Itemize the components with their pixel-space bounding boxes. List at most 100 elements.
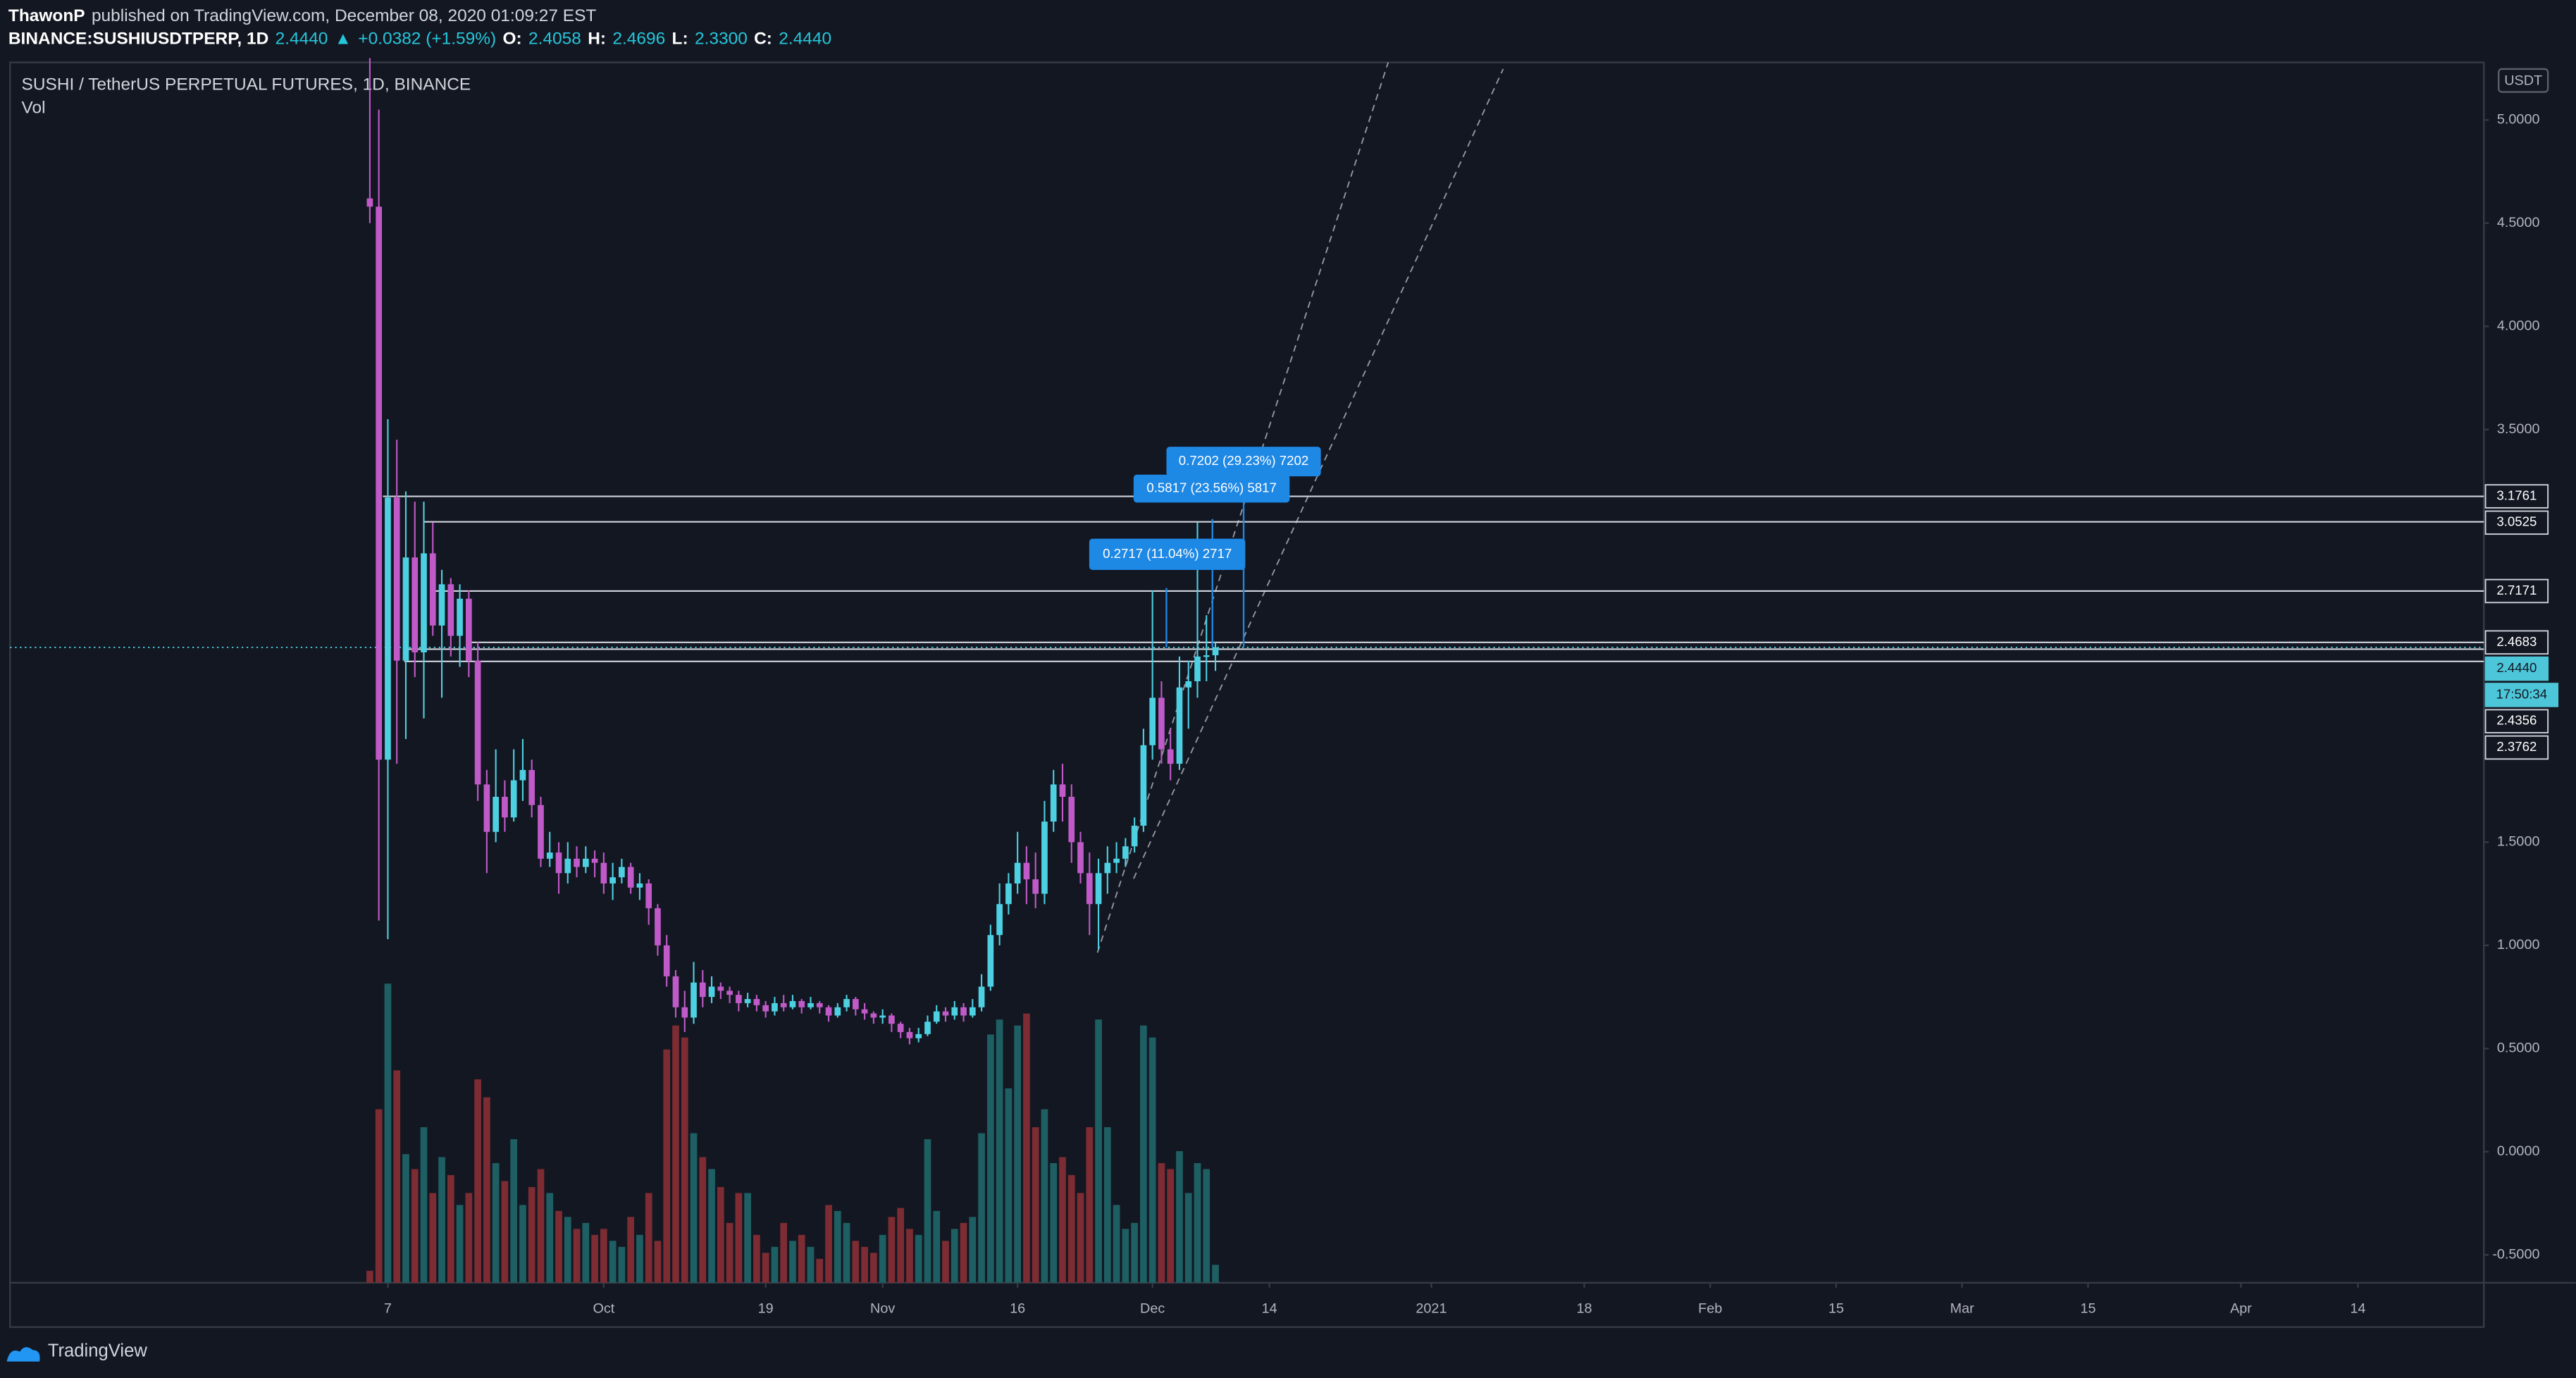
price-label: 2.4440 [2496, 660, 2537, 675]
chart-title: SUSHI / TetherUS PERPETUAL FUTURES, 1D, … [22, 75, 471, 94]
volume-bar [1148, 1037, 1156, 1283]
volume-bar [393, 1070, 401, 1283]
logo-shape [6, 1347, 40, 1362]
x-tick-label: Nov [870, 1301, 895, 1316]
candle-body [447, 584, 454, 636]
volume-bar [600, 1229, 607, 1283]
candle-body [1212, 647, 1219, 656]
price-label: 2.4683 [2496, 634, 2537, 649]
x-tick-label: 2021 [1416, 1301, 1447, 1316]
volume-bar [447, 1174, 454, 1283]
channel-line [1133, 68, 1504, 879]
volume-bar [950, 1229, 958, 1283]
x-tick-label: 16 [1010, 1301, 1025, 1316]
price-label: 3.0525 [2496, 514, 2537, 529]
candle-body [1194, 656, 1201, 681]
price-label: 2.4356 [2496, 713, 2537, 728]
volume-bar [501, 1181, 509, 1283]
candle-body [772, 1003, 778, 1012]
volume-bar [609, 1241, 617, 1283]
candle-body [591, 858, 598, 863]
volume-label: Vol [22, 98, 46, 117]
volume-bar [1194, 1162, 1201, 1283]
volume-bar [690, 1133, 698, 1283]
x-tick-label: Mar [1950, 1301, 1975, 1316]
ohlc-key: L: [672, 29, 688, 48]
candle-body [736, 995, 742, 1003]
volume-bar [627, 1217, 635, 1283]
x-tick-label: 18 [1576, 1301, 1592, 1316]
candle-body [429, 553, 436, 626]
candle-body [807, 1003, 814, 1007]
volume-bar [375, 1109, 383, 1283]
candle-body [636, 883, 643, 888]
volume-bar [834, 1210, 841, 1283]
candle-body [951, 1007, 958, 1016]
price-label: 2.7171 [2496, 583, 2537, 597]
candle-body [1041, 821, 1048, 894]
candle-body [546, 852, 553, 859]
candle-body [1095, 873, 1102, 905]
volume-bar [510, 1138, 518, 1283]
candle-body [852, 999, 859, 1010]
volume-bar [663, 1049, 671, 1283]
candle-body [861, 1009, 868, 1014]
candle-body [493, 797, 499, 832]
volume-bar [708, 1169, 715, 1283]
volume-bar [1095, 1019, 1102, 1283]
volume-bar [438, 1157, 445, 1283]
candle-body [825, 1007, 832, 1016]
y-tick-label: 4.5000 [2497, 215, 2540, 230]
volume-bar [852, 1241, 860, 1283]
candle-body [582, 858, 589, 867]
volume-bar [573, 1229, 581, 1283]
volume-bar [717, 1186, 724, 1283]
x-tick-label: 14 [1262, 1301, 1277, 1316]
brand: TradingView [48, 1341, 148, 1360]
candle-body [960, 1007, 967, 1016]
candle-body [798, 1000, 805, 1007]
candle-body [762, 1005, 769, 1012]
volume-bar [1014, 1025, 1022, 1283]
volume-bar [1140, 1025, 1147, 1283]
volume-bar [816, 1258, 824, 1283]
candle-body [1176, 687, 1183, 764]
candle-body [574, 858, 580, 867]
candle-body [843, 999, 850, 1007]
candle-body [1122, 846, 1129, 859]
measure-box [1133, 474, 1290, 503]
candle-body [1203, 655, 1210, 657]
candle-body [402, 557, 409, 661]
volume-bar [771, 1246, 779, 1283]
volume-bar [555, 1210, 562, 1283]
candle-body [555, 852, 562, 874]
price-label-box [2484, 578, 2549, 604]
last-price: 2.4440 [275, 29, 328, 48]
volume-bar [888, 1217, 896, 1283]
volume-bar [1113, 1205, 1120, 1283]
candle-body [483, 784, 490, 832]
ohlc-value: 2.4058 [528, 29, 581, 48]
price-label: 17:50:34 [2496, 686, 2548, 701]
measure-label: 0.7202 (29.23%) 7202 [1179, 453, 1308, 468]
published: published on TradingView.com, December 0… [92, 6, 596, 25]
volume-bar [474, 1079, 481, 1283]
candle-body [681, 1007, 688, 1018]
candle-body [627, 867, 634, 888]
volume-bar [798, 1234, 805, 1283]
volume-bar [879, 1234, 886, 1283]
measure-box [1089, 538, 1246, 570]
x-tick-label: Feb [1698, 1301, 1722, 1316]
currency: USDT [2504, 73, 2542, 89]
candle-body [1014, 862, 1021, 884]
candle-body [645, 883, 652, 909]
volume-bar [1131, 1222, 1138, 1283]
volume-bar [753, 1234, 760, 1283]
candle-body [1032, 879, 1039, 894]
candle-body [699, 982, 706, 998]
volume-bar [870, 1253, 877, 1283]
candle-body [1113, 858, 1120, 863]
candle-body [1140, 745, 1147, 826]
